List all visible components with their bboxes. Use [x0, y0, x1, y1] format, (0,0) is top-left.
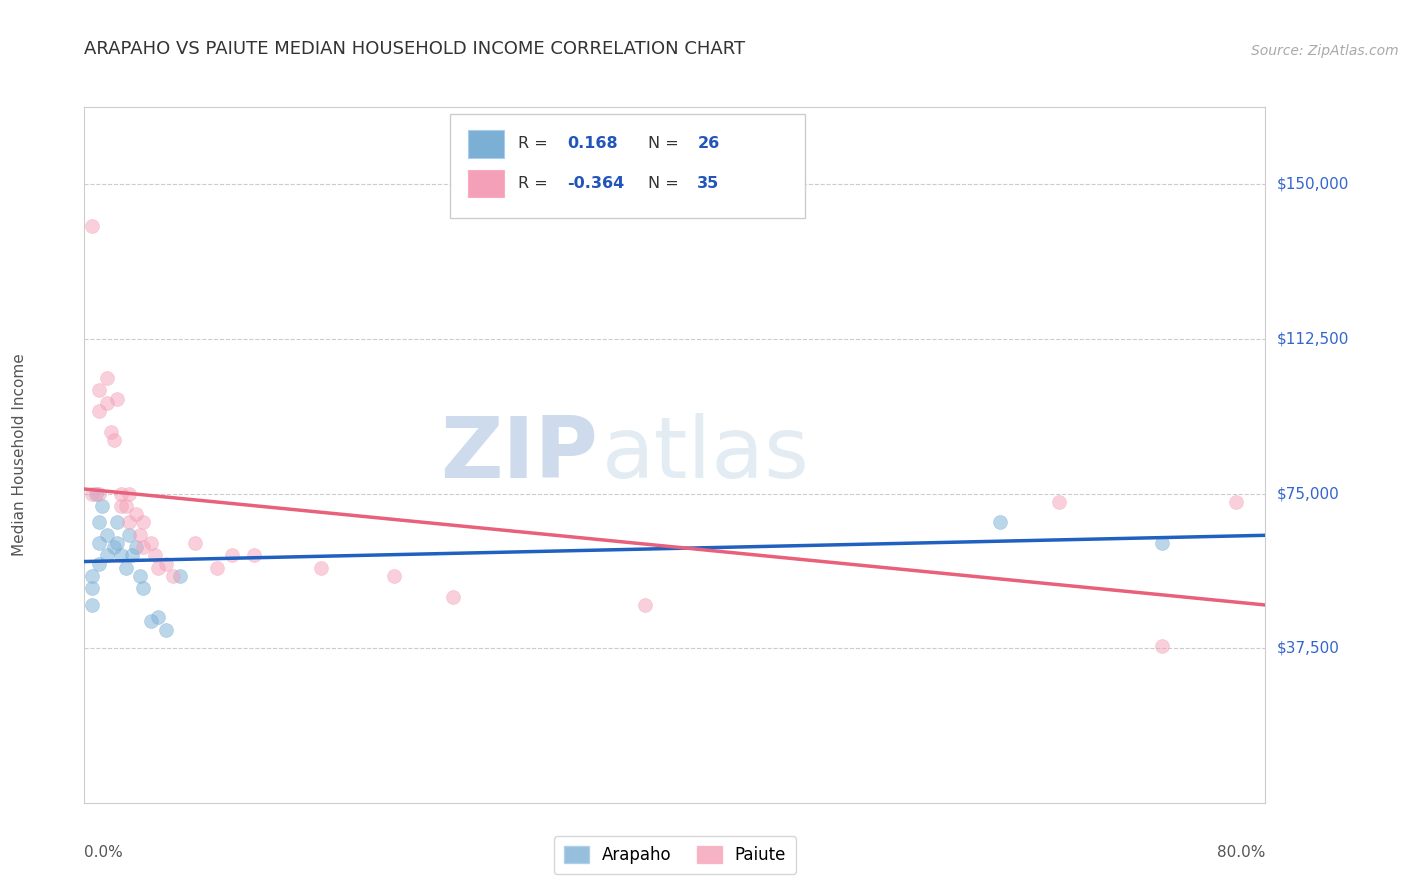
Point	[148, 610, 170, 624]
Point	[129, 569, 152, 583]
Point	[169, 569, 191, 583]
Point	[80, 569, 103, 583]
Point	[87, 384, 111, 398]
Point	[87, 486, 111, 500]
Legend: Arapaho, Paiute: Arapaho, Paiute	[554, 837, 796, 874]
Point	[80, 486, 103, 500]
Point	[118, 516, 141, 530]
Point	[1150, 639, 1173, 653]
Point	[96, 371, 118, 385]
Point	[184, 536, 207, 550]
Point	[132, 582, 155, 596]
Point	[205, 561, 228, 575]
Point	[139, 615, 162, 629]
FancyBboxPatch shape	[450, 114, 804, 219]
Point	[80, 598, 103, 612]
Point	[100, 425, 122, 439]
Point	[1047, 495, 1070, 509]
Text: 35: 35	[697, 176, 720, 191]
Point	[96, 549, 118, 563]
Point	[155, 623, 177, 637]
Point	[162, 569, 184, 583]
Point	[80, 582, 103, 596]
Point	[382, 569, 406, 583]
Point	[1225, 495, 1247, 509]
Text: 0.0%: 0.0%	[84, 845, 124, 860]
Point	[221, 549, 243, 563]
Point	[129, 528, 152, 542]
Text: -0.364: -0.364	[568, 176, 624, 191]
Text: 0.168: 0.168	[568, 136, 619, 152]
Point	[110, 486, 132, 500]
Point	[87, 404, 111, 418]
Point	[87, 536, 111, 550]
Point	[121, 549, 143, 563]
Text: $112,500: $112,500	[1277, 332, 1348, 346]
Point	[96, 528, 118, 542]
Point	[105, 536, 128, 550]
Point	[110, 499, 132, 513]
Bar	[468, 130, 503, 158]
Point	[243, 549, 266, 563]
Point	[80, 219, 103, 233]
Point	[103, 540, 125, 554]
Point	[118, 528, 141, 542]
Point	[114, 561, 136, 575]
Point	[1150, 536, 1173, 550]
Text: 80.0%: 80.0%	[1218, 845, 1265, 860]
Point	[91, 499, 114, 513]
Point	[988, 516, 1011, 530]
Point	[139, 536, 162, 550]
Text: 26: 26	[697, 136, 720, 152]
Text: ARAPAHO VS PAIUTE MEDIAN HOUSEHOLD INCOME CORRELATION CHART: ARAPAHO VS PAIUTE MEDIAN HOUSEHOLD INCOM…	[84, 40, 745, 58]
Text: ZIP: ZIP	[440, 413, 598, 497]
Point	[96, 396, 118, 410]
Point	[114, 499, 136, 513]
Text: R =: R =	[517, 136, 553, 152]
Point	[132, 540, 155, 554]
Bar	[468, 169, 503, 197]
Text: $75,000: $75,000	[1277, 486, 1340, 501]
Point	[103, 433, 125, 447]
Point	[634, 598, 657, 612]
Text: $150,000: $150,000	[1277, 177, 1348, 192]
Text: Median Household Income: Median Household Income	[11, 353, 27, 557]
Text: N =: N =	[648, 136, 683, 152]
Point	[87, 557, 111, 571]
Point	[155, 557, 177, 571]
Point	[125, 540, 148, 554]
Point	[105, 392, 128, 406]
Text: R =: R =	[517, 176, 553, 191]
Point	[87, 516, 111, 530]
Point	[309, 561, 332, 575]
Point	[125, 507, 148, 521]
Text: atlas: atlas	[602, 413, 810, 497]
Text: N =: N =	[648, 176, 683, 191]
Point	[148, 561, 170, 575]
Point	[110, 549, 132, 563]
Point	[118, 486, 141, 500]
Text: Source: ZipAtlas.com: Source: ZipAtlas.com	[1251, 44, 1399, 58]
Point	[105, 516, 128, 530]
Point	[132, 516, 155, 530]
Text: $37,500: $37,500	[1277, 640, 1340, 656]
Point	[143, 549, 166, 563]
Point	[84, 486, 107, 500]
Point	[441, 590, 464, 604]
